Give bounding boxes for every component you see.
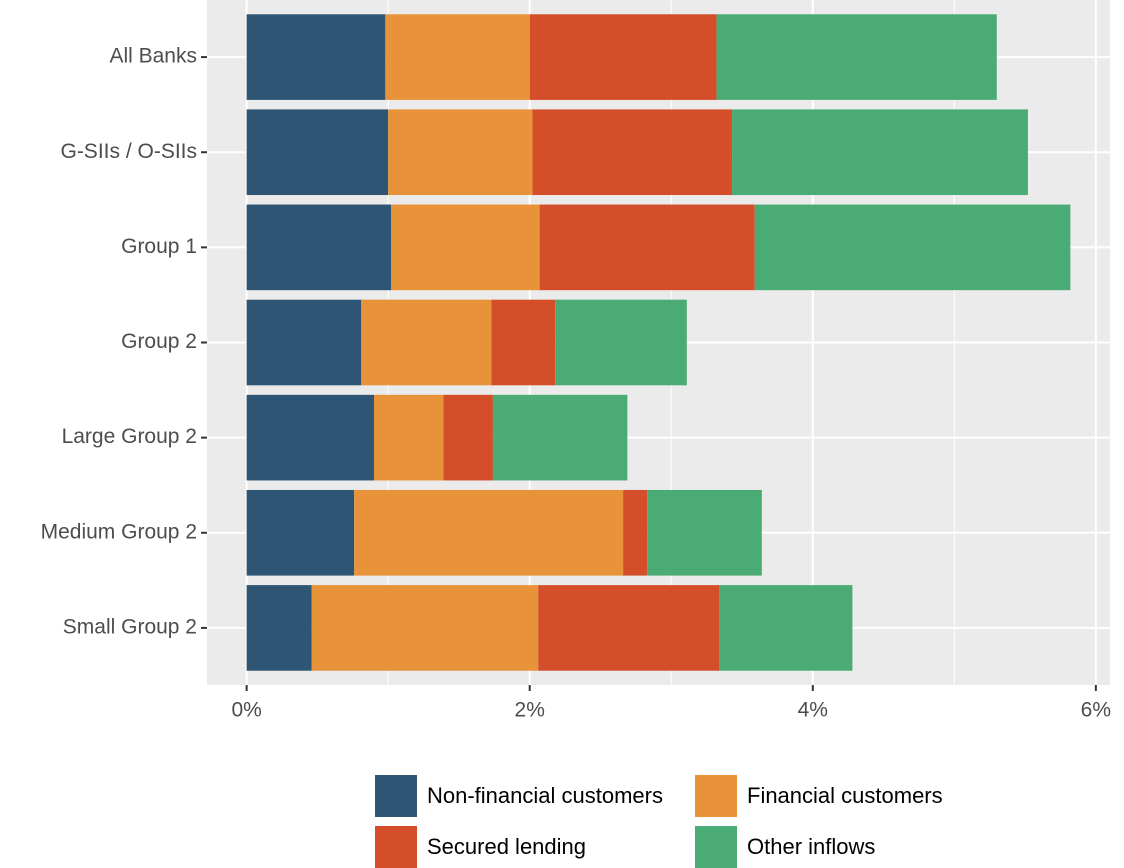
legend-label: Non-financial customers [427,783,663,808]
bar-segment [246,489,355,576]
y-tick-label: Medium Group 2 [41,520,197,543]
legend-label: Financial customers [747,783,943,808]
x-tick-label: 0% [231,699,261,722]
bar-segment [532,109,733,196]
bar-segment [492,394,628,481]
bar-segment [385,14,530,100]
bar-segment [374,394,444,481]
bar-segment [354,489,624,576]
y-tick-label: Large Group 2 [62,425,197,448]
bar-segment [246,299,362,386]
bar-segment [246,585,312,671]
x-tick-label: 4% [798,699,828,722]
bar-segment [538,585,720,671]
y-tick-label: Small Group 2 [63,615,197,638]
bar-segment [390,204,540,291]
bar-segment [246,14,386,100]
bar-segment [623,489,648,576]
bar-segment [555,299,687,386]
bar-segment [529,14,717,100]
bar-segment [539,204,755,291]
legend-key [375,775,417,817]
bar-segment [647,489,762,576]
legend-key [695,826,737,868]
bar-segment [732,109,1028,196]
legend-key [695,775,737,817]
bar-segment [716,14,997,100]
x-tick-label: 2% [515,699,545,722]
bar-segment [443,394,493,481]
bar-segment [246,204,391,291]
bar-segment [719,585,853,671]
x-tick-label: 6% [1081,699,1111,722]
legend-key [375,826,417,868]
legend-label: Secured lending [427,834,586,859]
bar-segment [246,394,375,481]
y-tick-label: All Banks [109,45,197,68]
bar-segment [388,109,533,196]
bar-segment [311,585,539,671]
bar-segment [246,109,389,196]
y-tick-label: Group 2 [121,330,197,353]
legend-label: Other inflows [747,834,875,859]
bar-segment [491,299,556,386]
y-tick-label: Group 1 [121,235,197,258]
y-tick-label: G-SIIs / O-SIIs [60,140,197,163]
bar-segment [361,299,492,386]
bar-segment [754,204,1071,291]
